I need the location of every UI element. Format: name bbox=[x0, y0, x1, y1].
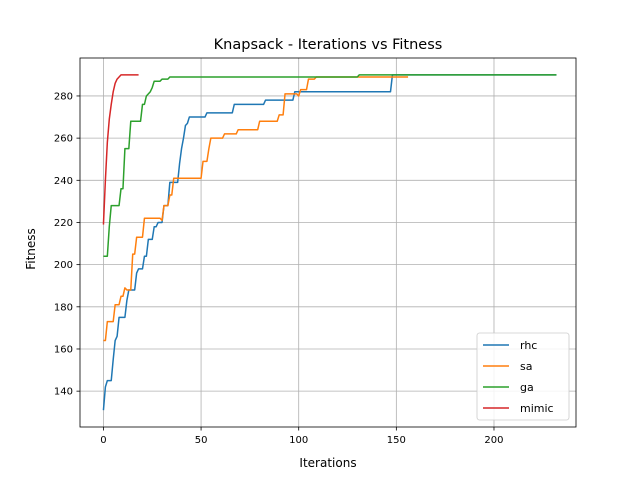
chart-title: Knapsack - Iterations vs Fitness bbox=[214, 37, 443, 53]
x-tick-label: 200 bbox=[484, 435, 503, 446]
grid-layer bbox=[80, 58, 576, 427]
y-tick-label: 260 bbox=[54, 134, 73, 145]
x-tick-label: 0 bbox=[100, 435, 106, 446]
x-tick-label: 100 bbox=[289, 435, 308, 446]
plot-frame bbox=[79, 57, 577, 428]
legend-box bbox=[476, 332, 570, 421]
legend: rhc sa ga mimic bbox=[476, 332, 570, 421]
series-line-mimic bbox=[102, 74, 139, 225]
legend-label-mimic: mimic bbox=[520, 402, 554, 415]
series-line-rhc bbox=[102, 74, 557, 411]
y-tick-label: 280 bbox=[54, 91, 73, 102]
x-tick-label: 50 bbox=[195, 435, 208, 446]
axes-layer: 0 50 100 150 200 140 160 180 200 220 240 260 280 bbox=[54, 57, 577, 446]
legend-label-ga: ga bbox=[520, 381, 534, 394]
y-tick-label: 240 bbox=[54, 176, 73, 187]
x-tick-label: 150 bbox=[387, 435, 406, 446]
y-tick-label: 200 bbox=[54, 260, 73, 271]
y-tick-label: 180 bbox=[54, 302, 73, 313]
series-line-sa bbox=[103, 76, 409, 342]
x-axis-label: Iterations bbox=[299, 456, 356, 470]
y-tick-label: 140 bbox=[54, 387, 73, 398]
y-axis-label: Fitness bbox=[24, 228, 38, 270]
legend-label-sa: sa bbox=[520, 360, 532, 373]
y-tick-label: 160 bbox=[54, 344, 73, 355]
y-tick-label: 220 bbox=[54, 218, 73, 229]
legend-label-rhc: rhc bbox=[520, 339, 537, 352]
series-line-ga bbox=[103, 74, 557, 257]
series-layer bbox=[102, 74, 557, 411]
